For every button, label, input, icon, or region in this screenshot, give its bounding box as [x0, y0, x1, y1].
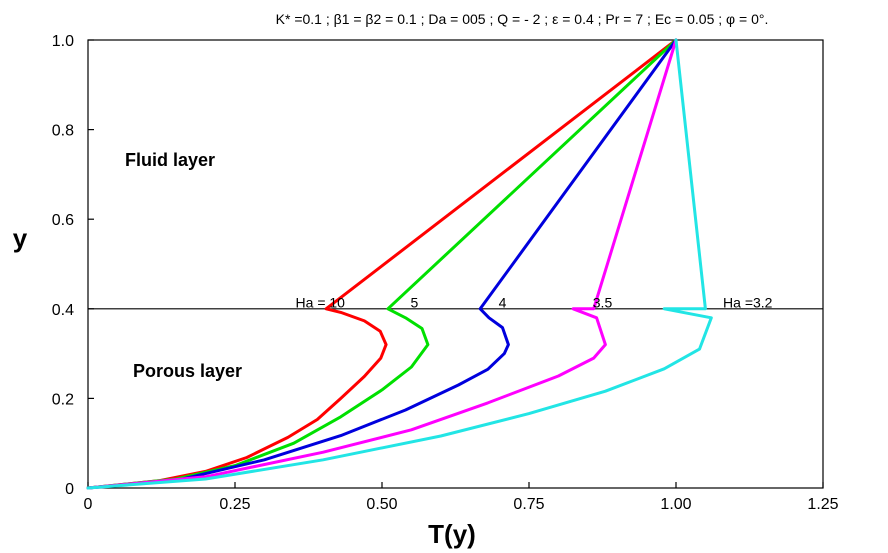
x-tick-label: 0: [84, 496, 93, 513]
series-line: [86, 38, 678, 490]
chart-title: K* =0.1 ; β1 = β2 = 0.1 ; Da = 005 ; Q =…: [276, 11, 769, 27]
plot-frame: [87, 39, 824, 489]
y-tick-label: 1.0: [52, 33, 74, 50]
x-tick-label: 0.50: [366, 496, 397, 513]
series-line: [86, 38, 713, 490]
x-tick-label: 0.75: [513, 496, 544, 513]
x-tick-label: 0.25: [219, 496, 250, 513]
y-tick-label: 0.8: [52, 123, 74, 140]
curve-label: 5: [410, 294, 418, 310]
region-label-fluid: Fluid layer: [125, 150, 215, 170]
curve-label: 4: [499, 294, 507, 310]
y-tick-label: 0: [65, 481, 74, 498]
series-line: [86, 38, 678, 490]
x-axis-label: T(y): [428, 519, 476, 549]
axis-ticks: 0 0.25 0.50 0.75 1.00 1.25 0 0.2 0.4 0.6 0.8 1.0: [52, 33, 839, 513]
y-tick-label: 0.6: [52, 212, 74, 229]
curve-label: Ha = 10: [296, 294, 346, 310]
y-axis-label: y: [13, 223, 28, 253]
y-tick-label: 0.4: [52, 302, 74, 319]
series-layer: Ha = 10 5 4 3.5 Ha =3.2: [86, 38, 773, 490]
x-tick-label: 1.00: [660, 496, 691, 513]
series-line: [86, 38, 678, 490]
curve-label: 3.5: [593, 294, 613, 310]
region-label-porous: Porous layer: [133, 361, 242, 381]
x-tick-label: 1.25: [807, 496, 838, 513]
curve-label: Ha =3.2: [723, 294, 773, 310]
y-tick-label: 0.2: [52, 391, 74, 408]
